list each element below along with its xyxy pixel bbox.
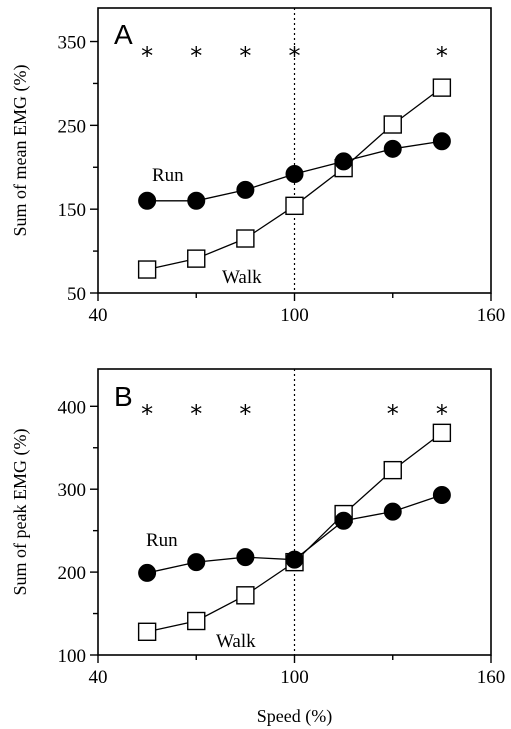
series-label-walk: Walk bbox=[216, 631, 256, 652]
walk-point bbox=[432, 423, 452, 443]
run-point bbox=[432, 486, 451, 505]
significance-star: * bbox=[190, 42, 202, 70]
run-point bbox=[285, 164, 304, 183]
walk-point bbox=[383, 115, 402, 134]
significance-star: * bbox=[387, 400, 399, 428]
y-tick-label: 300 bbox=[58, 480, 87, 501]
significance-star: * bbox=[141, 42, 153, 70]
walk-point bbox=[383, 460, 402, 480]
run-point bbox=[187, 553, 206, 572]
panel-letter: A bbox=[114, 19, 133, 50]
significance-star: * bbox=[190, 400, 202, 428]
series-label-run: Run bbox=[146, 530, 178, 551]
y-tick-label: 350 bbox=[58, 33, 87, 54]
walk-point bbox=[285, 196, 304, 216]
x-tick-label: 160 bbox=[477, 667, 506, 688]
y-tick-label: 100 bbox=[58, 646, 87, 667]
x-tick-label: 100 bbox=[280, 305, 309, 326]
series-label-run: Run bbox=[152, 165, 184, 186]
run-point bbox=[285, 550, 304, 569]
significance-star: * bbox=[239, 42, 251, 70]
plot-frame bbox=[97, 368, 492, 656]
x-tick-label: 100 bbox=[280, 667, 309, 688]
run-point bbox=[138, 191, 157, 210]
panel-A: 40 100 160 50 150 250 350 Sum of mean EMG (%) A *… bbox=[10, 7, 506, 326]
walk-point bbox=[236, 229, 255, 248]
panel-letter: B bbox=[114, 381, 133, 412]
y-tick-label: 50 bbox=[67, 284, 86, 305]
run-point bbox=[334, 511, 353, 530]
x-tick-label: 160 bbox=[477, 305, 506, 326]
walk-point bbox=[137, 622, 157, 641]
significance-star: * bbox=[289, 42, 301, 70]
significance-star: * bbox=[141, 400, 153, 428]
walk-point bbox=[432, 78, 452, 97]
run-point bbox=[334, 152, 353, 171]
run-point bbox=[383, 502, 402, 521]
walk-point bbox=[187, 611, 206, 631]
run-point bbox=[138, 563, 157, 582]
significance-star: * bbox=[239, 400, 251, 428]
x-axis-label: Speed (%) bbox=[257, 706, 332, 727]
run-point bbox=[236, 548, 255, 567]
y-tick-label: 200 bbox=[58, 563, 87, 584]
y-tick-label: 400 bbox=[58, 397, 87, 418]
y-axis-label: Sum of peak EMG (%) bbox=[10, 429, 31, 596]
walk-point bbox=[187, 249, 206, 268]
run-point bbox=[432, 132, 451, 151]
y-tick-label: 250 bbox=[58, 116, 87, 137]
walk-point bbox=[236, 586, 255, 605]
significance-star: * bbox=[436, 400, 448, 428]
run-point bbox=[383, 139, 402, 158]
significance-star: * bbox=[436, 42, 448, 70]
x-tick-label: 40 bbox=[89, 305, 108, 326]
x-tick-label: 40 bbox=[89, 667, 108, 688]
walk-point bbox=[137, 260, 157, 279]
run-point bbox=[187, 191, 206, 210]
y-tick-label: 150 bbox=[58, 200, 87, 221]
y-axis-label: Sum of mean EMG (%) bbox=[10, 65, 31, 237]
run-point bbox=[236, 180, 255, 199]
series-label-walk: Walk bbox=[222, 267, 262, 288]
